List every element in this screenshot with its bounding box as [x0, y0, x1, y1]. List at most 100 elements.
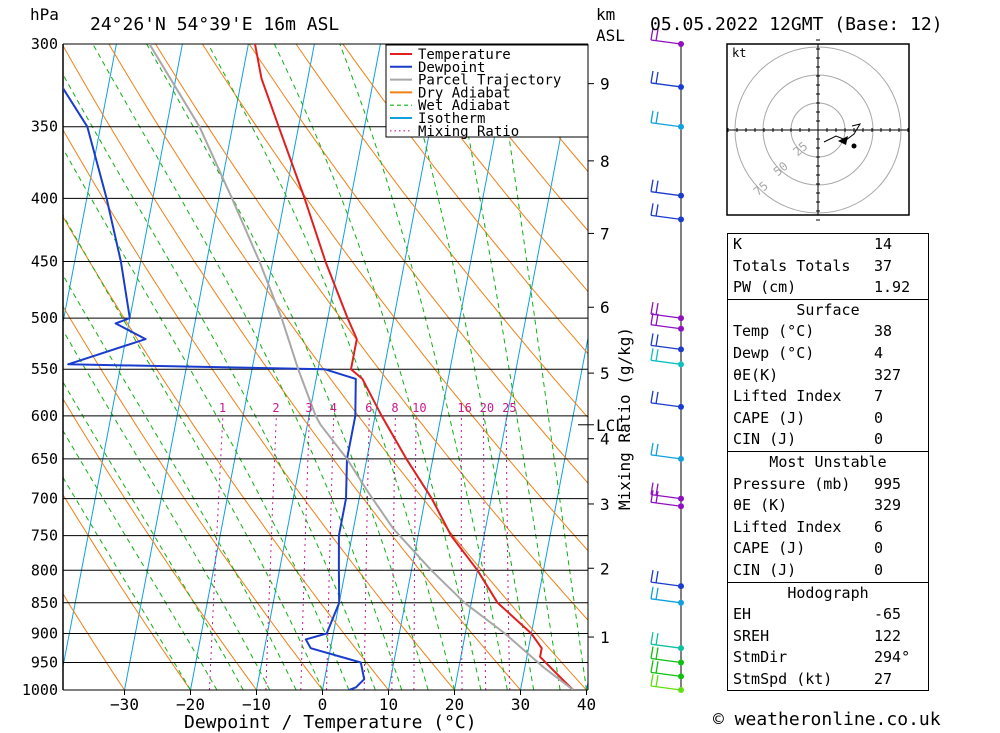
- height-km-label: 7: [600, 224, 610, 243]
- mixing-ratio-value-label: 16: [457, 401, 471, 415]
- surface-label: Temp (°C): [733, 322, 815, 341]
- x-tick-label: −10: [242, 695, 271, 714]
- surface-row: Lifted Index 7: [728, 386, 928, 408]
- mu-row: θE (K) 329: [728, 495, 928, 517]
- height-km-label: 8: [600, 152, 610, 171]
- weatheronline-credit-link[interactable]: © weatheronline.co.uk: [713, 709, 941, 730]
- pressure-tick-label: 300: [31, 35, 58, 53]
- wind-barb-flag: [650, 203, 654, 216]
- wet-adiabat-line: [63, 381, 244, 690]
- wind-barb-flag: [655, 180, 659, 193]
- mu-value: 329: [874, 496, 902, 515]
- wind-barb-flag: [650, 333, 654, 346]
- wind-barb-flag: [655, 334, 659, 347]
- height-km-label: 2: [600, 559, 610, 578]
- mixing-ratio-value-label: 25: [502, 401, 516, 415]
- legend-label: Wet Adiabat: [418, 98, 511, 114]
- dry-adiabat-line: [63, 493, 191, 690]
- pressure-tick-label: 600: [31, 407, 58, 425]
- wet-adiabat-line: [494, 44, 587, 690]
- parcel-trajectory-curve: [148, 44, 574, 690]
- isotherm-line: [322, 44, 447, 690]
- wind-barb-flag: [655, 204, 659, 217]
- wind-barb-flag: [655, 571, 659, 584]
- isotherm-line: [256, 44, 381, 690]
- wind-barb-flag: [650, 390, 654, 404]
- surface-row: Dewp (°C) 4: [728, 343, 928, 365]
- legend-label: Isotherm: [418, 111, 485, 127]
- isotherm-line: [388, 44, 513, 690]
- pressure-tick-label: 650: [31, 450, 58, 468]
- wind-barb-flag: [650, 442, 654, 455]
- index-value: 37: [874, 256, 893, 275]
- surface-row: CIN (J) 0: [728, 429, 928, 451]
- mixing-ratio-line: [391, 415, 396, 690]
- location-title: 24°26'N 54°39'E 16m ASL: [90, 14, 339, 35]
- legend-label: Parcel Trajectory: [418, 73, 561, 89]
- legend-label: Dry Adiabat: [418, 85, 511, 101]
- dry-adiabat-line: [295, 44, 588, 419]
- pressure-tick-label: 850: [31, 594, 58, 612]
- mu-label: θE (K): [733, 496, 788, 515]
- pressure-tick-label: 700: [31, 490, 58, 508]
- surface-row: Temp (°C) 38: [728, 321, 928, 343]
- mu-row: CIN (J) 0: [728, 560, 928, 582]
- pressure-tick-label: 750: [31, 527, 58, 545]
- mixing-ratio-axis-title: Mixing Ratio (g/kg): [615, 327, 634, 510]
- mixing-ratio-value-label: 1: [219, 401, 226, 415]
- wind-barb-flag: [655, 633, 659, 646]
- mixing-ratio-line: [505, 415, 511, 690]
- surface-label: CAPE (J): [733, 408, 806, 427]
- pressure-tick-label: 1000: [22, 681, 58, 699]
- legend-label: Mixing Ratio: [418, 124, 519, 140]
- dry-adiabat-line: [951, 44, 1000, 690]
- surface-value: 4: [874, 343, 884, 362]
- wind-level-dot: [678, 123, 684, 130]
- wind-barb-flag: [655, 349, 659, 362]
- x-tick-label: 40: [577, 695, 596, 714]
- hodo-label: EH: [733, 605, 752, 624]
- index-value: 1.92: [874, 278, 911, 297]
- hodograph-stats-section: Hodograph EH -65 SREH 122 StmDir 294° StmSp…: [728, 581, 928, 691]
- wind-barb-flag: [650, 70, 654, 84]
- isotherm-line: [63, 44, 183, 670]
- pressure-tick-label: 350: [31, 118, 58, 136]
- wind-barb-flag: [650, 490, 654, 503]
- wind-barb-flag: [655, 674, 659, 688]
- datetime-title: 05.05.2022 12GMT (Base: 12): [650, 14, 943, 35]
- wind-barb-flag: [650, 301, 654, 315]
- mixing-ratio-value-label: 20: [480, 401, 494, 415]
- mixing-ratio-value-label: 6: [365, 401, 372, 415]
- wind-barb-flag: [655, 313, 659, 326]
- wind-barb-flag: [655, 647, 659, 660]
- height-unit-label: km: [596, 5, 615, 24]
- surface-value: 7: [874, 387, 884, 406]
- indices-table: K 14 Totals Totals 37 PW (cm) 1.92 Surface …: [727, 233, 929, 692]
- mu-value: 0: [874, 560, 884, 579]
- surface-label: Dewp (°C): [733, 343, 815, 362]
- x-tick-label: 20: [445, 695, 464, 714]
- mu-row: CAPE (J) 0: [728, 538, 928, 560]
- surface-section: Surface Temp (°C) 38 Dewp (°C) 4 θE(K) 327 …: [728, 298, 928, 451]
- wind-barb-flag: [655, 483, 659, 496]
- height-unit-asl-label: ASL: [596, 26, 625, 45]
- dry-adiabat-line: [389, 44, 588, 293]
- mixing-ratio-value-label: 3: [305, 401, 312, 415]
- mixing-ratio-value-label: 2: [272, 401, 279, 415]
- index-label: Totals Totals: [733, 256, 851, 275]
- mu-value: 995: [874, 474, 902, 493]
- index-row-totals: Totals Totals 37: [728, 256, 928, 278]
- mu-row: Lifted Index 6: [728, 517, 928, 539]
- hodo-row: SREH 122: [728, 626, 928, 648]
- wind-barb-flag: [650, 27, 654, 41]
- legend-label: Temperature: [418, 47, 511, 63]
- pressure-tick-label: 500: [31, 309, 58, 327]
- mu-row: Pressure (mb) 995: [728, 474, 928, 496]
- wind-barb-flag: [650, 110, 654, 123]
- indices-general-section: K 14 Totals Totals 37 PW (cm) 1.92: [728, 234, 928, 299]
- wet-adiabat-line: [63, 73, 376, 690]
- pressure-tick-label: 550: [31, 360, 58, 378]
- most-unstable-section: Most Unstable Pressure (mb) 995 θE (K) 329…: [728, 450, 928, 582]
